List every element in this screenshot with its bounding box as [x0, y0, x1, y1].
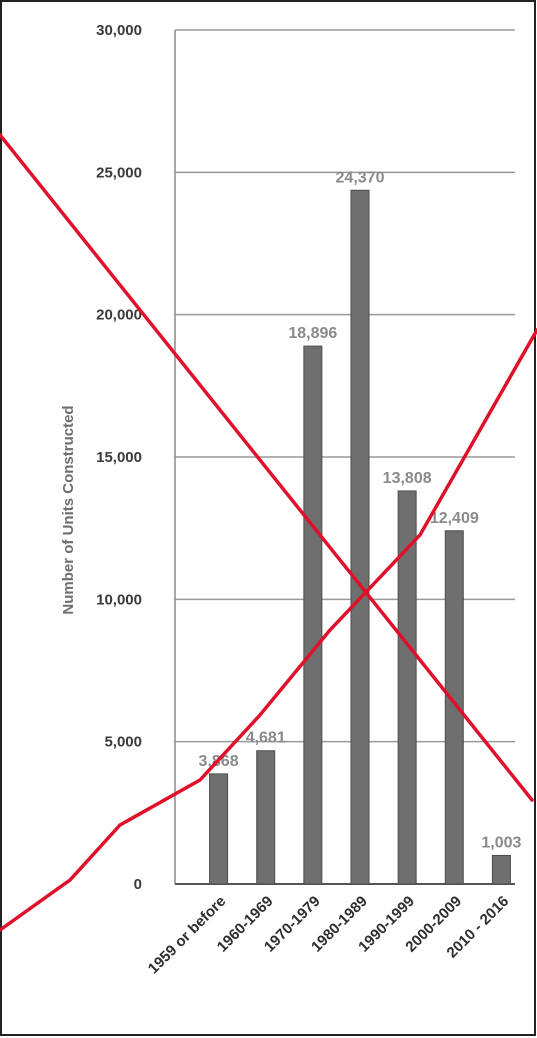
data-label: 13,808	[383, 470, 432, 487]
y-tick-label: 25,000	[96, 164, 142, 181]
y-tick-label: 10,000	[96, 591, 142, 608]
data-label: 12,409	[430, 510, 479, 527]
x-category-labels: 1959 or before1960-19691970-19791980-198…	[145, 893, 512, 978]
bars	[209, 189, 511, 885]
y-tick-label: 20,000	[96, 307, 142, 324]
y-tick-labels: 0 5,000 10,000 15,000 20,000 25,000 30,000	[96, 22, 142, 893]
bar	[209, 773, 229, 885]
bar	[256, 750, 276, 885]
data-label: 18,896	[288, 325, 337, 342]
y-tick-label: 0	[134, 876, 142, 893]
gridlines	[175, 29, 515, 743]
y-tick-label: 30,000	[96, 22, 142, 39]
bar	[397, 490, 417, 885]
data-label: 1,003	[481, 834, 521, 851]
cross-line-ascending	[0, 328, 537, 932]
y-axis-title: Number of Units Constructed	[60, 405, 77, 614]
y-tick-label: 5,000	[104, 734, 142, 751]
bar	[350, 189, 370, 885]
x-category-label: 1959 or before	[145, 893, 230, 978]
bar	[444, 530, 464, 885]
data-label: 4,681	[246, 730, 286, 747]
bar	[303, 345, 323, 885]
bar	[491, 854, 511, 885]
cross-out-mark	[0, 133, 537, 932]
data-label: 24,370	[336, 169, 385, 186]
cross-line-descending	[0, 133, 534, 802]
y-tick-label: 15,000	[96, 449, 142, 466]
